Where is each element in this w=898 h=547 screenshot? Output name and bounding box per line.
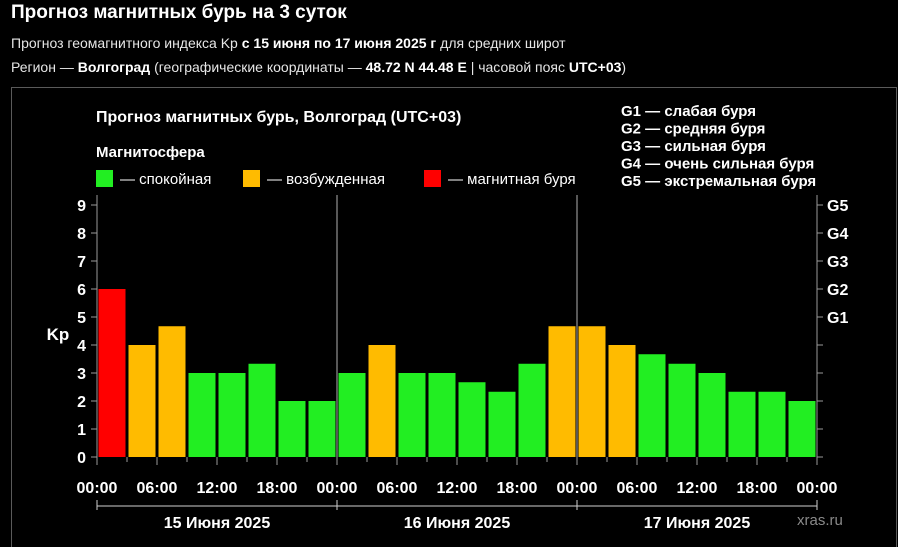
storm-scale-item: G5 — экстремальная буря	[621, 173, 816, 190]
kp-bar	[98, 289, 126, 457]
storm-level-label: G1	[827, 310, 848, 327]
kp-bar	[278, 401, 306, 457]
y-tick-label: 2	[77, 394, 86, 411]
kp-bar	[308, 401, 336, 457]
page-title: Прогноз магнитных бурь на 3 суток	[11, 2, 347, 23]
legend-title: Магнитосфера	[96, 144, 205, 161]
kp-bar	[578, 326, 606, 457]
y-tick-label: 8	[77, 226, 86, 243]
day-label: 17 Июня 2025	[644, 515, 751, 532]
kp-bar	[338, 373, 366, 457]
x-tick-label: 00:00	[317, 480, 358, 497]
kp-bar	[128, 345, 156, 457]
legend-swatch-quiet	[96, 170, 113, 187]
x-tick-label: 06:00	[137, 480, 178, 497]
kp-bar	[218, 373, 246, 457]
storm-level-label: G3	[827, 254, 848, 271]
x-tick-label: 06:00	[377, 480, 418, 497]
timezone: UTC+03	[568, 59, 622, 75]
x-tick-label: 12:00	[677, 480, 718, 497]
kp-bar	[758, 391, 786, 457]
kp-bar	[158, 326, 186, 457]
kp-bar	[458, 382, 486, 457]
kp-bar	[698, 373, 726, 457]
x-tick-label: 00:00	[77, 480, 118, 497]
kp-bar	[488, 391, 516, 457]
region-name[interactable]: Волгоград	[77, 59, 151, 75]
region-line: Регион — Волгоград (географические коорд…	[11, 59, 626, 75]
storm-level-label: G4	[827, 226, 848, 243]
kp-bar	[608, 345, 636, 457]
x-tick-label: 18:00	[257, 480, 298, 497]
day-label: 15 Июня 2025	[164, 515, 271, 532]
kp-bar	[518, 363, 546, 457]
x-tick-label: 00:00	[557, 480, 598, 497]
region-line-end: )	[621, 59, 627, 75]
region-coords: 48.72 N 44.48 E	[365, 59, 467, 75]
kp-bar	[188, 373, 216, 457]
storm-scale-item: G3 — сильная буря	[621, 138, 766, 155]
kp-bar	[638, 354, 666, 457]
day-label: 16 Июня 2025	[404, 515, 511, 532]
legend-label-storm: — магнитная буря	[448, 171, 576, 188]
legend-swatch-active	[243, 170, 260, 187]
y-axis-label: Kp	[47, 325, 70, 344]
y-tick-label: 3	[77, 366, 86, 383]
chart-title: Прогноз магнитных бурь, Волгоград (UTC+0…	[96, 109, 461, 126]
storm-level-label: G5	[827, 198, 848, 215]
y-tick-label: 1	[77, 422, 86, 439]
kp-bar	[398, 373, 426, 457]
site-credit[interactable]: xras.ru	[797, 512, 843, 529]
y-tick-label: 4	[77, 338, 86, 355]
x-tick-label: 00:00	[797, 480, 838, 497]
y-tick-label: 6	[77, 282, 86, 299]
x-tick-label: 18:00	[497, 480, 538, 497]
y-tick-label: 0	[77, 450, 86, 467]
x-tick-label: 06:00	[617, 480, 658, 497]
x-tick-label: 12:00	[437, 480, 478, 497]
legend-label-active: — возбужденная	[267, 171, 385, 188]
y-tick-label: 7	[77, 254, 86, 271]
period-suffix: для средних широт	[436, 35, 566, 51]
legend-label-quiet: — спокойная	[120, 171, 211, 188]
storm-scale-item: G1 — слабая буря	[621, 103, 756, 120]
chart-frame	[11, 87, 897, 547]
region-prefix: Регион —	[11, 59, 78, 75]
x-tick-label: 18:00	[737, 480, 778, 497]
storm-scale-item: G2 — средняя буря	[621, 121, 765, 138]
kp-bar	[248, 363, 276, 457]
timezone-prefix: | часовой пояс	[466, 59, 569, 75]
period-dates: с 15 июня по 17 июня 2025 г	[241, 35, 437, 51]
y-tick-label: 9	[77, 198, 86, 215]
kp-bar	[668, 363, 696, 457]
kp-bar	[788, 401, 816, 457]
forecast-period-line: Прогноз геомагнитного индекса Kp с 15 ию…	[11, 35, 566, 51]
kp-bar	[368, 345, 396, 457]
legend-swatch-storm	[424, 170, 441, 187]
storm-scale-item: G4 — очень сильная буря	[621, 156, 814, 173]
y-tick-label: 5	[77, 310, 86, 327]
region-coords-prefix: (географические координаты —	[150, 59, 366, 75]
kp-bar	[428, 373, 456, 457]
period-prefix: Прогноз геомагнитного индекса Kp	[11, 35, 242, 51]
storm-level-label: G2	[827, 282, 848, 299]
kp-bar	[728, 391, 756, 457]
kp-bar	[548, 326, 576, 457]
x-tick-label: 12:00	[197, 480, 238, 497]
